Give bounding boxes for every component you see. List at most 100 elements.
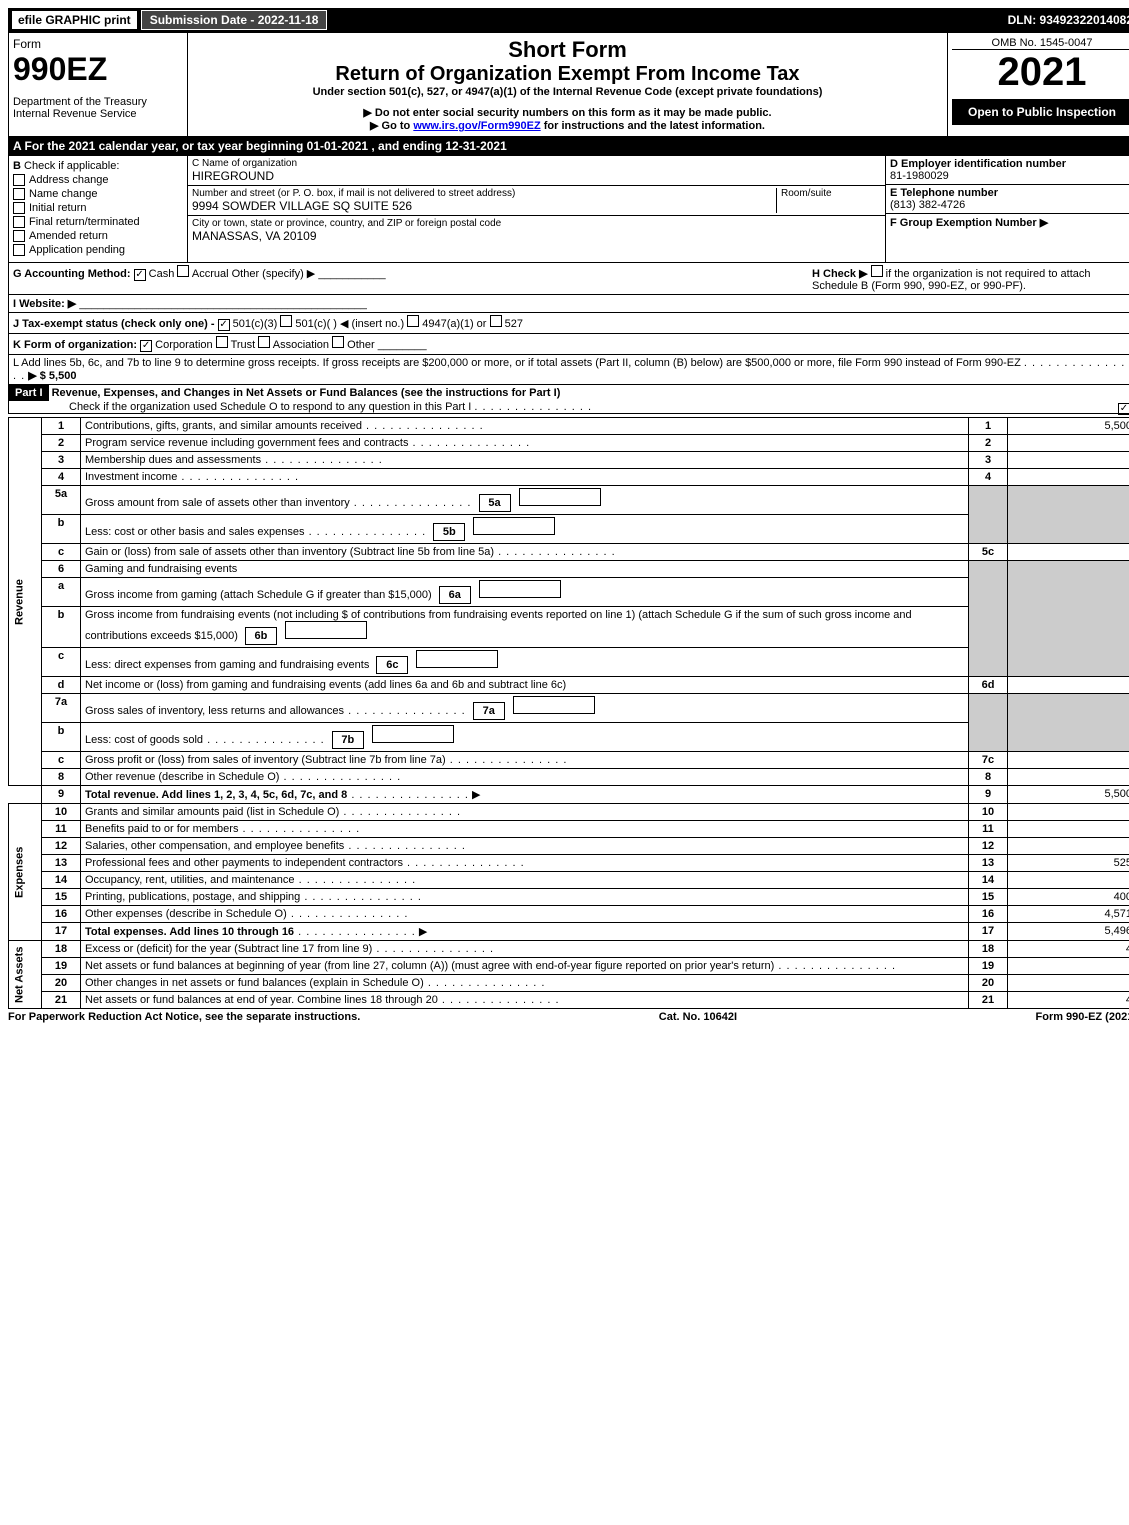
line-10-num: 10: [42, 804, 81, 821]
footer-right: Form 990-EZ (2021): [1036, 1011, 1129, 1023]
val-7a: [513, 696, 595, 714]
val-6b: [285, 621, 367, 639]
form-label: Form: [13, 37, 183, 51]
irs-link[interactable]: www.irs.gov/Form990EZ: [413, 120, 540, 132]
line-6d-ref: 6d: [969, 677, 1008, 694]
val-5a: [519, 488, 601, 506]
j-527: 527: [505, 318, 523, 330]
line-3-val: [1008, 452, 1129, 469]
line-6a-num: a: [42, 578, 81, 607]
checkbox-schedule-o[interactable]: [1118, 403, 1129, 415]
line-18-ref: 18: [969, 941, 1008, 958]
line-16-num: 16: [42, 906, 81, 923]
checkbox-final[interactable]: [13, 216, 25, 228]
line-9-ref: 9: [969, 786, 1008, 804]
subtitle: Under section 501(c), 527, or 4947(a)(1)…: [192, 86, 943, 98]
line-7c-val: [1008, 752, 1129, 769]
checkbox-h[interactable]: [871, 265, 883, 277]
line-8-text: Other revenue (describe in Schedule O): [81, 769, 969, 786]
checkbox-amended[interactable]: [13, 230, 25, 242]
line-8-val: [1008, 769, 1129, 786]
row-l: L Add lines 5b, 6c, and 7b to line 9 to …: [8, 355, 1129, 385]
line-6b-text: Gross income from fundraising events (no…: [81, 607, 969, 648]
part-1-header: Part I Revenue, Expenses, and Changes in…: [8, 385, 1129, 414]
row-j: J Tax-exempt status (check only one) - 5…: [8, 313, 1129, 334]
line-18-val: 4: [1008, 941, 1129, 958]
checkbox-initial[interactable]: [13, 202, 25, 214]
line-20-ref: 20: [969, 975, 1008, 992]
submission-date: Submission Date - 2022-11-18: [141, 10, 328, 30]
box-5a: 5a: [479, 494, 511, 512]
h-label: H Check ▶: [812, 268, 868, 280]
street-value: 9994 SOWDER VILLAGE SQ SUITE 526: [192, 199, 776, 213]
line-16-ref: 16: [969, 906, 1008, 923]
line-12-num: 12: [42, 838, 81, 855]
line-5c-ref: 5c: [969, 544, 1008, 561]
line-14-num: 14: [42, 872, 81, 889]
dln-label: DLN: 93492322014082: [1008, 13, 1129, 27]
line-7b-text: Less: cost of goods sold 7b: [81, 723, 969, 752]
line-6a-text: Gross income from gaming (attach Schedul…: [81, 578, 969, 607]
line-4-ref: 4: [969, 469, 1008, 486]
pending-label: Application pending: [29, 244, 125, 256]
name-change-label: Name change: [29, 188, 98, 200]
line-2-text: Program service revenue including govern…: [81, 435, 969, 452]
checkbox-assoc[interactable]: [258, 336, 270, 348]
checkbox-527[interactable]: [490, 315, 502, 327]
line-10-ref: 10: [969, 804, 1008, 821]
line-11-val: [1008, 821, 1129, 838]
room-suite-label: Room/suite: [776, 188, 881, 213]
line-3-ref: 3: [969, 452, 1008, 469]
checkbox-trust[interactable]: [216, 336, 228, 348]
dept-text-1: Department of the Treasury: [13, 96, 183, 108]
header-left: Form 990EZ Department of the Treasury In…: [9, 33, 188, 136]
checkbox-accrual[interactable]: [177, 265, 189, 277]
checkbox-501c[interactable]: [280, 315, 292, 327]
c-street-label: Number and street (or P. O. box, if mail…: [192, 188, 776, 199]
block-b-checks: B Check if applicable: Address change Na…: [9, 156, 188, 262]
line-1-ref: 1: [969, 418, 1008, 435]
row-i: I Website: ▶ ___________________________…: [8, 295, 1129, 313]
line-13-text: Professional fees and other payments to …: [81, 855, 969, 872]
line-21-val: 4: [1008, 992, 1129, 1009]
checkbox-other[interactable]: [332, 336, 344, 348]
line-6d-num: d: [42, 677, 81, 694]
line-11-num: 11: [42, 821, 81, 838]
short-form-title: Short Form: [192, 37, 943, 63]
line-7b-num: b: [42, 723, 81, 752]
line-7a-text: Gross sales of inventory, less returns a…: [81, 694, 969, 723]
checkbox-corp[interactable]: [140, 340, 152, 352]
line-13-ref: 13: [969, 855, 1008, 872]
part-1-sub: Check if the organization used Schedule …: [9, 401, 471, 413]
line-13-num: 13: [42, 855, 81, 872]
shaded-7-val: [1008, 694, 1129, 752]
line-9-val: 5,500: [1008, 786, 1129, 804]
line-10-val: [1008, 804, 1129, 821]
block-b: B Check if applicable: Address change Na…: [8, 156, 1129, 263]
expenses-side-label: Expenses: [9, 804, 42, 941]
line-7a-num: 7a: [42, 694, 81, 723]
line-17-num: 17: [42, 923, 81, 941]
org-name: HIREGROUND: [192, 169, 881, 183]
val-6a: [479, 580, 561, 598]
line-10-text: Grants and similar amounts paid (list in…: [81, 804, 969, 821]
line-12-text: Salaries, other compensation, and employ…: [81, 838, 969, 855]
checkbox-address[interactable]: [13, 174, 25, 186]
checkbox-4947[interactable]: [407, 315, 419, 327]
line-21-num: 21: [42, 992, 81, 1009]
line-20-val: [1008, 975, 1129, 992]
line-16-text: Other expenses (describe in Schedule O): [81, 906, 969, 923]
checkbox-cash[interactable]: [134, 269, 146, 281]
checkbox-pending[interactable]: [13, 244, 25, 256]
shaded-5ab: [969, 486, 1008, 544]
line-6d-val: [1008, 677, 1129, 694]
box-6b: 6b: [245, 627, 277, 645]
checkbox-name[interactable]: [13, 188, 25, 200]
line-5c-num: c: [42, 544, 81, 561]
header-center: Short Form Return of Organization Exempt…: [188, 33, 947, 136]
k-assoc: Association: [273, 339, 329, 351]
checkbox-501c3[interactable]: [218, 319, 230, 331]
line-8-ref: 8: [969, 769, 1008, 786]
line-5a-text: Gross amount from sale of assets other t…: [81, 486, 969, 515]
line-5a-num: 5a: [42, 486, 81, 515]
